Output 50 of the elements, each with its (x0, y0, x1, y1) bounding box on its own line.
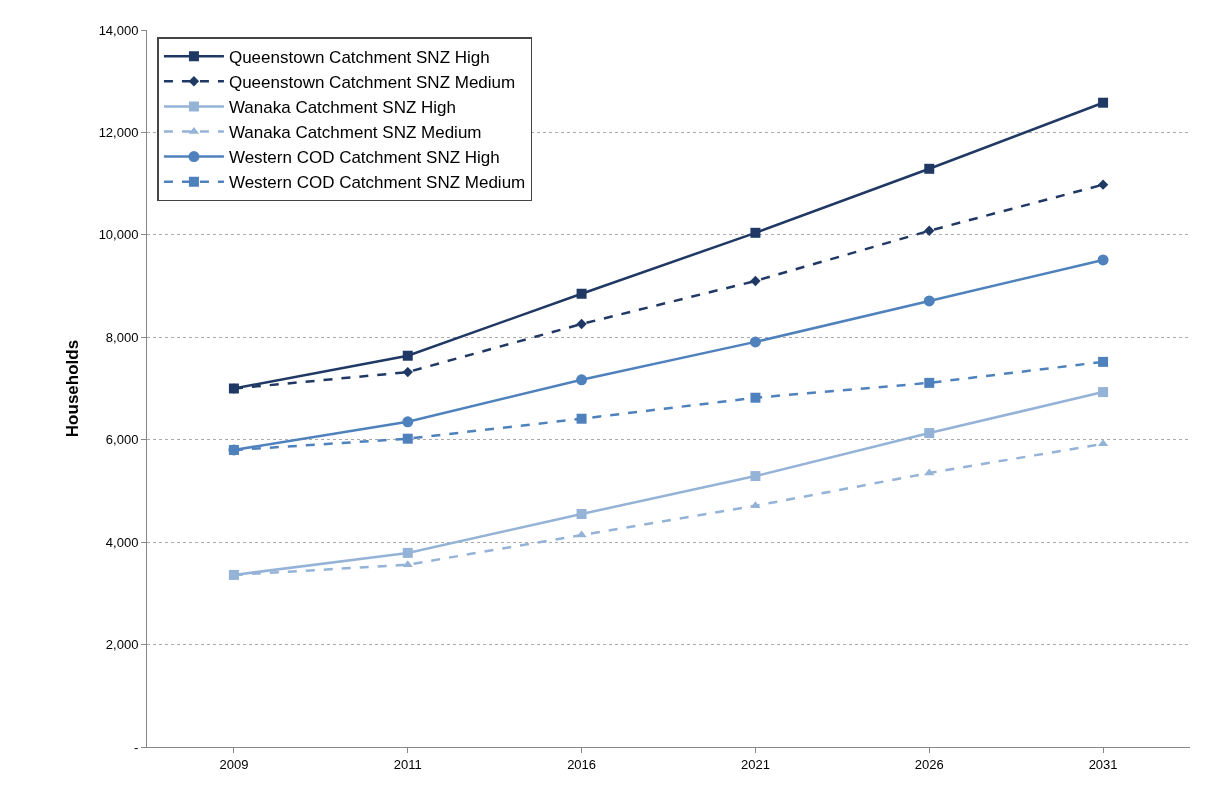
point (402, 433, 413, 444)
point (576, 530, 587, 538)
point (228, 444, 239, 455)
point (402, 416, 414, 428)
point (923, 295, 935, 307)
x-tick-label: 2016 (567, 756, 597, 772)
y-tick-label: 14,000 (98, 22, 139, 38)
point (750, 275, 761, 287)
point (924, 377, 935, 388)
point (924, 225, 935, 236)
point (1097, 179, 1109, 190)
point (1098, 97, 1109, 108)
legend-label: Wanaka Catchment SNZ Medium (228, 123, 482, 143)
point (576, 413, 587, 424)
point (402, 547, 413, 558)
legend-label: Wanaka Catchment SNZ High (228, 98, 457, 118)
point (1098, 387, 1109, 398)
point (924, 468, 935, 476)
legend-label: Queenstown Catchment SNZ High (228, 47, 490, 67)
point (576, 374, 588, 386)
point (402, 350, 413, 361)
point (402, 366, 413, 378)
point (924, 163, 935, 174)
x-tick-label: 2026 (914, 756, 944, 772)
y-tick-label: 4,000 (105, 534, 139, 550)
point (576, 508, 587, 519)
y-axis-title: Households (63, 339, 83, 438)
point (924, 428, 935, 439)
y-tick-label: 2,000 (105, 637, 139, 653)
y-tick-label: 12,000 (98, 124, 139, 140)
y-tick-label: 10,000 (98, 227, 139, 243)
point (750, 227, 761, 238)
point (1097, 254, 1109, 266)
point (1098, 356, 1109, 367)
point (576, 318, 587, 330)
legend-label: Queenstown Catchment SNZ Medium (228, 72, 516, 92)
point (576, 288, 587, 299)
x-tick-label: 2011 (393, 756, 422, 772)
point (750, 501, 761, 509)
y-tick-label: - (134, 739, 139, 755)
legend-label: Western COD Catchment SNZ High (228, 148, 500, 168)
x-tick-label: 2021 (740, 756, 770, 772)
y-tick-label: 6,000 (105, 432, 139, 448)
legend-label: Western COD Catchment SNZ Medium (228, 173, 526, 193)
y-tick-label: 8,000 (105, 329, 139, 345)
point (750, 471, 761, 482)
x-tick-label: 2031 (1088, 756, 1118, 772)
x-tick-label: 2009 (219, 756, 249, 772)
point (749, 336, 761, 348)
point (750, 392, 761, 403)
